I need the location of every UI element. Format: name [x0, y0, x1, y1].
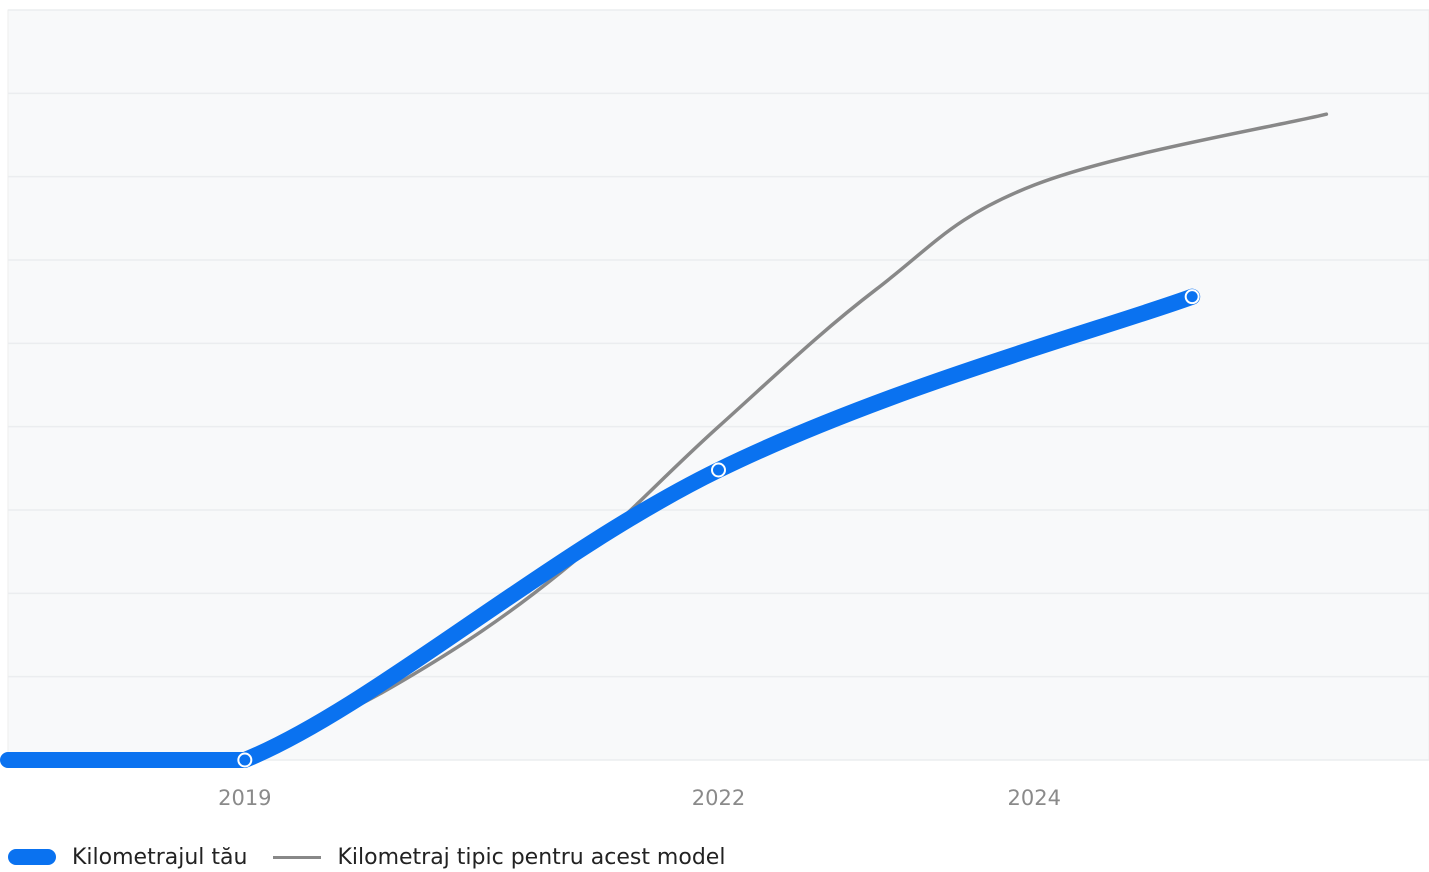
x-tick-label-2024: 2024 [1008, 786, 1061, 810]
data-point-your-mileage-0 [237, 752, 253, 768]
legend-label-typical-mileage: Kilometraj tipic pentru acest model [337, 844, 726, 870]
chart-legend: Kilometrajul tău Kilometraj tipic pentru… [8, 842, 751, 872]
data-point-your-mileage-2 [1184, 289, 1200, 305]
legend-swatch-your-mileage [8, 849, 56, 865]
x-tick-label-2022: 2022 [692, 786, 745, 810]
legend-swatch-typical-mileage [273, 855, 322, 859]
legend-label-your-mileage: Kilometrajul tău [72, 844, 248, 870]
x-tick-label-2019: 2019 [218, 786, 271, 810]
data-point-your-mileage-1 [711, 462, 726, 478]
series-line-your-mileage [0, 288, 1201, 769]
legend-item-your-mileage[interactable]: Kilometrajul tău [8, 845, 247, 870]
legend-item-typical-mileage[interactable]: Kilometraj tipic pentru acest model [273, 845, 725, 870]
series-line-typical-mileage [243, 112, 1329, 762]
plot-area [7, 9, 1429, 761]
